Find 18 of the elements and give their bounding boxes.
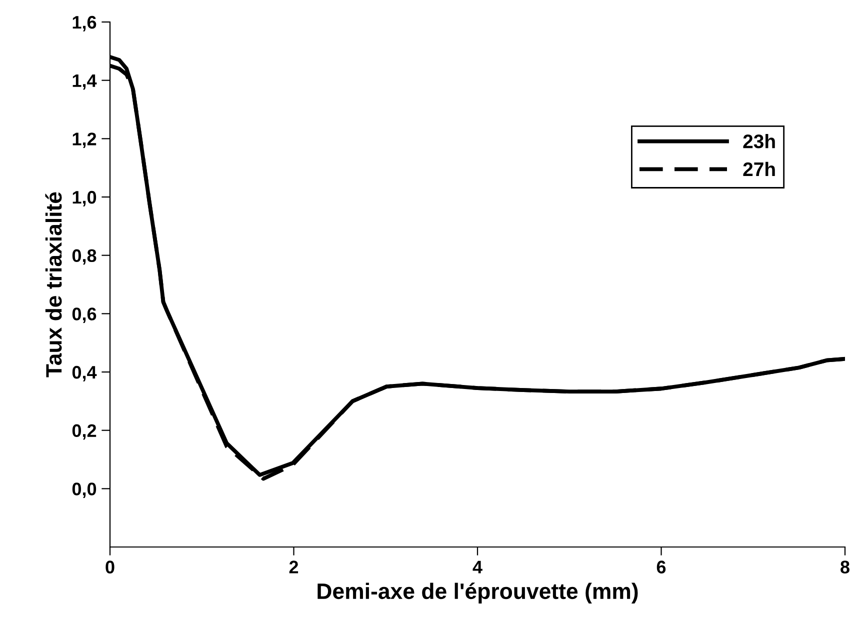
x-axis-title: Demi-axe de l'éprouvette (mm) <box>318 582 638 604</box>
y-tick-label: 0,6 <box>72 308 96 324</box>
x-tick-label: 2 <box>289 560 298 574</box>
x-tick-label: 6 <box>656 560 666 574</box>
x-tick-label: 8 <box>840 560 850 574</box>
y-tick-label: 1,0 <box>72 190 96 206</box>
y-tick-label: 1,4 <box>72 74 97 90</box>
y-tick-label: 0,4 <box>72 366 97 382</box>
y-tick-label: 0,0 <box>72 482 96 498</box>
y-axis-title: Taux de triaxialité <box>45 192 62 378</box>
x-tick-label: 4 <box>472 560 482 574</box>
y-tick-label: 0,2 <box>72 424 96 440</box>
legend-label: 23h <box>743 134 775 148</box>
x-tick-label: 0 <box>106 560 114 574</box>
y-tick-label: 1,2 <box>72 132 96 148</box>
legend-label: 27h <box>743 162 775 176</box>
y-tick-label: 1,6 <box>72 16 96 32</box>
y-tick-label: 0,8 <box>72 249 96 265</box>
